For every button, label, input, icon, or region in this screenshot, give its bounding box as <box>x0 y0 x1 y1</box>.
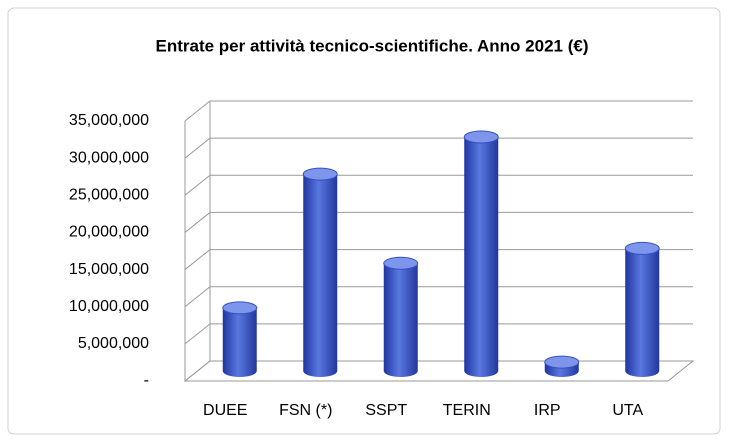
bar-cap <box>383 256 419 270</box>
bar-cap <box>222 301 258 315</box>
x-tick-label: IRP <box>534 402 561 419</box>
grid-line <box>184 174 693 196</box>
bar-cap <box>302 167 338 181</box>
x-tick-label: DUEE <box>203 402 247 419</box>
x-tick-label: TERIN <box>443 402 491 419</box>
floor <box>183 360 695 382</box>
y-tick-label: 25,000,000 <box>69 187 149 204</box>
x-tick-label: FSN (*) <box>279 402 332 419</box>
grid-line <box>184 100 693 122</box>
bar-cap <box>624 241 660 255</box>
y-tick-label: 5,000,000 <box>78 335 149 352</box>
chart-title: Entrate per attività tecnico-scientifich… <box>156 36 589 55</box>
bar-body <box>464 137 499 377</box>
grid-line <box>184 249 693 270</box>
bar-body <box>383 263 418 377</box>
y-tick-label: 10,000,000 <box>69 298 149 315</box>
grid-line <box>184 137 693 159</box>
bar-cap <box>463 130 499 144</box>
bar-body <box>303 174 338 377</box>
y-tick-label: 30,000,000 <box>69 149 149 166</box>
bar <box>383 256 419 377</box>
y-tick-label: 20,000,000 <box>69 224 149 241</box>
x-tick-label: SSPT <box>365 402 407 419</box>
bar <box>302 167 338 377</box>
grid-line <box>184 286 693 308</box>
bar <box>463 130 499 377</box>
y-tick-label: 35,000,000 <box>69 112 149 129</box>
bar-body <box>625 248 660 377</box>
bar-cap <box>544 355 580 369</box>
y-tick-label: - <box>144 372 149 389</box>
bar <box>222 301 258 377</box>
grid-line <box>184 360 693 382</box>
bar <box>624 241 660 377</box>
grid-line <box>184 323 693 345</box>
chart-frame <box>7 7 721 435</box>
grid-line <box>184 211 693 233</box>
x-tick-label: UTA <box>612 402 643 419</box>
bar-body <box>222 307 257 377</box>
y-tick-label: 15,000,000 <box>69 261 149 278</box>
bar <box>544 355 580 377</box>
